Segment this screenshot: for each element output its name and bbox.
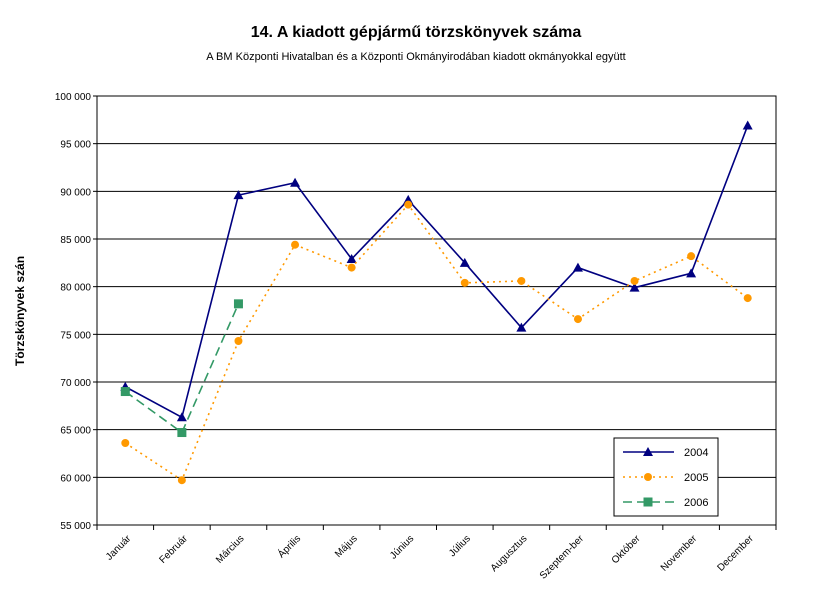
data-point-2005 [687,252,696,261]
x-tick-label: Május [333,533,360,560]
x-tick-label: Szeptem-ber [538,533,587,582]
legend-label-2004: 2004 [684,447,708,459]
series-line-2004 [124,125,749,419]
legend: 2004 2005 2006 [613,437,719,517]
x-tick-label: Április [275,532,303,560]
y-tick-label: 55 000 [60,521,91,532]
x-tick-label: Október [610,533,643,566]
y-tick-label: 70 000 [60,378,91,389]
data-point-2004 [742,120,753,130]
data-point-2004 [233,190,244,200]
data-point-2005 [177,476,186,485]
data-point-2004 [290,177,301,187]
data-point-2005 [291,240,300,249]
series-2004 [120,120,753,422]
legend-label-2005: 2005 [684,472,708,484]
chart-title: 14. A kiadott gépjármű törzskönyvek szám… [251,24,582,41]
data-point-2004 [176,412,187,422]
data-point-2005 [347,263,356,272]
y-tick-label: 65 000 [60,426,91,437]
legend-marker-2006 [643,497,653,507]
y-tick-label: 100 000 [55,92,92,103]
data-point-2005 [404,200,413,209]
y-tick-label: 95 000 [60,140,91,151]
data-point-2005 [517,276,526,285]
x-tick-label: December [715,533,756,574]
legend-label-2006: 2006 [684,497,708,509]
data-point-2005 [234,337,243,346]
y-tick-label: 85 000 [60,235,91,246]
chart-subtitle: A BM Központi Hivatalban és a Központi O… [206,51,625,63]
x-axis: Január Február Március Április Május Június Jú… [96,525,777,582]
data-point-2004 [346,254,357,264]
legend-marker-2004 [643,447,653,456]
data-point-2005 [630,276,639,285]
x-tick-label: Június [388,533,416,561]
data-point-2006 [233,299,243,309]
legend-marker-2005 [644,473,652,481]
series-layer [120,120,753,485]
y-tick-label: 60 000 [60,473,91,484]
data-point-2006 [177,428,187,438]
x-tick-label: November [659,533,700,574]
x-tick-label: Július [447,533,473,559]
data-point-2004 [629,282,640,292]
y-axis: 55 000 60 000 65 000 70 000 75 000 80 000 85 0… [55,92,97,532]
data-point-2005 [460,278,469,287]
x-tick-label: Január [104,533,134,563]
data-point-2005 [573,315,582,324]
y-axis-label: Törzskönyvek szán [13,256,27,366]
series-2006 [120,299,243,438]
x-tick-label: Március [214,533,247,566]
series-line-2005 [124,203,749,482]
series-2005 [121,200,752,485]
data-point-2004 [572,262,583,272]
data-point-2004 [686,268,697,278]
y-tick-label: 80 000 [60,283,91,294]
data-point-2005 [743,294,752,303]
x-tick-label: Augusztus [489,533,530,574]
data-point-2006 [120,387,130,397]
data-point-2005 [121,439,130,448]
data-point-2004 [459,257,470,267]
y-tick-label: 75 000 [60,330,91,341]
x-tick-label: Február [157,533,190,566]
y-tick-label: 90 000 [60,187,91,198]
data-point-2004 [516,322,527,332]
